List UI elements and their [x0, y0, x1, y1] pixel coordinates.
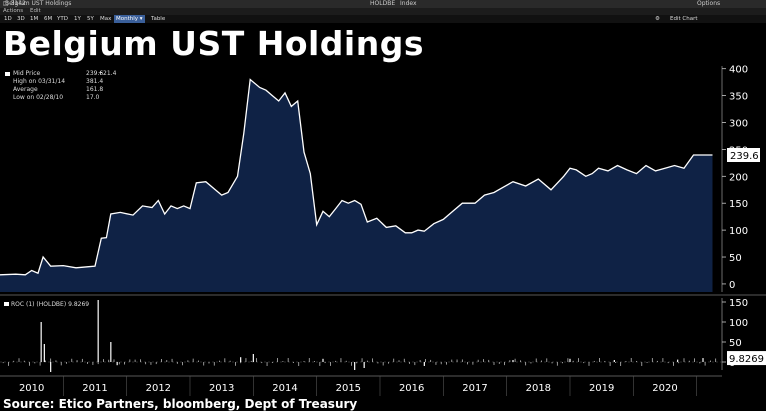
edit-chart-button[interactable]: Edit Chart	[670, 16, 698, 22]
series-area-mid-price	[0, 79, 713, 292]
range-3d[interactable]: 3D	[17, 16, 25, 22]
y-tick-label: 0	[729, 280, 735, 291]
settings-icon[interactable]: ⚙	[655, 16, 660, 22]
table-button[interactable]: Table	[151, 16, 166, 22]
range-5y[interactable]: 5Y	[87, 16, 94, 22]
legend-mid-label: Mid Price	[13, 70, 41, 77]
y-tick-label: 300	[729, 119, 748, 130]
window-title: □ 3142: Belgium UST Holdings	[3, 0, 72, 7]
roc-legend: ROC (1) (HOLDBE) 9.8269	[4, 301, 89, 308]
window-title-bar: □ 3142: Belgium UST Holdings HOLDBE Inde…	[0, 0, 766, 8]
roc-panel: 0501001509.8269	[0, 298, 766, 372]
roc-last-value-label: 9.8269	[729, 354, 764, 365]
legend-avg-label: Average	[13, 86, 38, 93]
legend-mid-value: 239.6	[86, 70, 104, 77]
range-6m[interactable]: 6M	[44, 16, 53, 22]
last-value-label: 239.6	[730, 151, 759, 162]
range-max[interactable]: Max	[100, 16, 112, 22]
legend-swatch	[5, 72, 10, 76]
series-line-mid-price	[0, 78, 713, 276]
legend-mid-change: +21.4	[98, 70, 117, 77]
frequency-value: Monthly	[116, 16, 139, 22]
legend-mid-row: Mid Price 239.6 +21.4	[4, 70, 116, 78]
range-1d[interactable]: 1D	[4, 16, 12, 22]
x-tick-label: 2010	[19, 383, 44, 394]
legend-high-value: 381.4	[86, 78, 104, 85]
edit-menu[interactable]: Edit	[30, 8, 41, 14]
roc-y-tick-label: 50	[729, 338, 742, 349]
price-panel: 050100150200250300350400239.6	[0, 65, 766, 296]
range-1m[interactable]: 1M	[30, 16, 39, 22]
y-tick-label: 100	[729, 226, 748, 237]
legend-avg-value: 161.8	[86, 86, 104, 93]
legend-avg-row: Average 161.8	[4, 86, 110, 94]
range-1y[interactable]: 1Y	[74, 16, 81, 22]
x-tick-label: 2012	[146, 383, 171, 394]
roc-y-tick-label: 150	[729, 298, 748, 309]
x-tick-label: 2011	[82, 383, 107, 394]
x-tick-label: 2020	[652, 383, 677, 394]
chart-toolbar: 1D 3D 1M 6M YTD 1Y 5Y Max Monthly ▾ Tabl…	[0, 15, 766, 23]
roc-legend-swatch	[4, 302, 9, 306]
last-value-callout	[727, 148, 760, 163]
security-type[interactable]: Index	[400, 0, 417, 7]
x-tick-label: 2018	[526, 383, 551, 394]
x-tick-label: 2013	[209, 383, 234, 394]
x-tick-label: 2016	[399, 383, 424, 394]
range-ytd[interactable]: YTD	[57, 16, 68, 22]
y-tick-label: 50	[729, 253, 742, 264]
legend-low-value: 17.0	[86, 94, 100, 101]
x-tick-label: 2015	[336, 383, 361, 394]
y-tick-label: 350	[729, 92, 748, 103]
actions-menu[interactable]: Actions	[3, 8, 24, 14]
x-tick-label: 2017	[462, 383, 487, 394]
x-axis: 2010 2011 2012 2013 2014 2015 2016 2017 2018 2019…	[0, 375, 722, 396]
legend-high-label: High on 03/31/14	[13, 78, 66, 85]
frequency-dropdown[interactable]: Monthly ▾	[114, 15, 145, 23]
roc-legend-value: 9.8269	[68, 301, 90, 308]
legend-low-label: Low on 02/28/10	[13, 94, 64, 101]
ticker-prefix: □ 3142	[3, 0, 26, 7]
legend-high-row: High on 03/31/14 381.4	[4, 78, 110, 86]
menu-bar: Actions Edit	[0, 8, 766, 15]
page-title: Belgium UST Holdings	[3, 24, 425, 63]
roc-last-value-callout	[727, 351, 766, 366]
ticker-field[interactable]: HOLDBE	[370, 0, 396, 7]
y-tick-label: 150	[729, 199, 748, 210]
roc-legend-label: ROC (1) (HOLDBE)	[11, 301, 67, 308]
window-title-text: Belgium UST Holdings	[5, 0, 72, 7]
legend-low-row: Low on 02/28/10 17.0	[4, 94, 110, 102]
x-tick-label: 2014	[272, 383, 297, 394]
y-tick-label: 200	[729, 172, 748, 183]
options-menu[interactable]: Options	[697, 0, 721, 7]
price-legend: Mid Price 239.6 +21.4 High on 03/31/14 3…	[4, 70, 116, 102]
y-tick-label: 400	[729, 65, 748, 76]
x-tick-label: 2019	[589, 383, 614, 394]
source-note: Source: Etico Partners, bloomberg, Dept …	[3, 397, 358, 411]
roc-y-tick-label: 100	[729, 318, 748, 329]
